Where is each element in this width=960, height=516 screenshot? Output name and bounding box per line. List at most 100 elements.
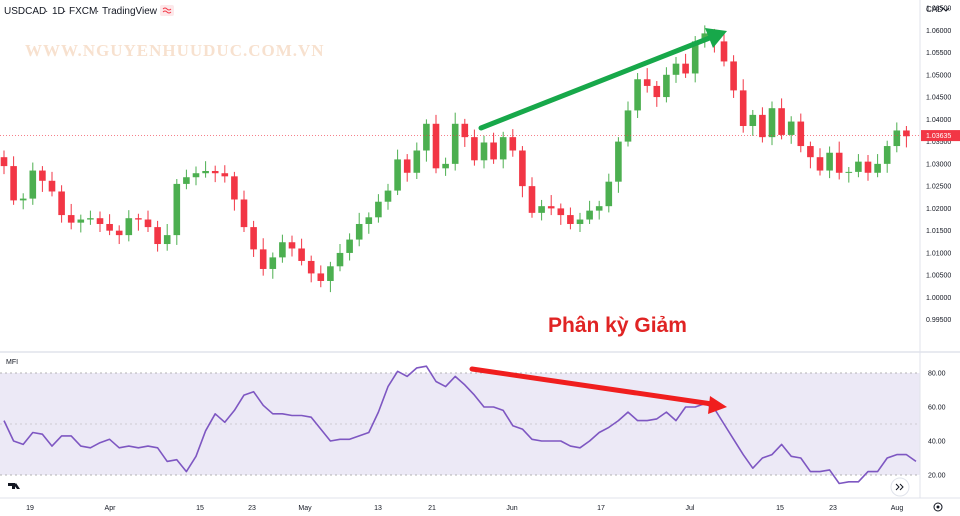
candle xyxy=(48,171,56,197)
candle xyxy=(567,207,574,230)
candle xyxy=(259,238,267,276)
price-tick-label: 1.02500 xyxy=(926,184,951,191)
chevron-right-icon xyxy=(895,483,904,491)
candle-body xyxy=(691,41,699,74)
candle xyxy=(509,129,517,157)
candle xyxy=(442,157,449,176)
candle xyxy=(432,114,440,174)
symbol-label[interactable]: USDCAD xyxy=(4,6,46,17)
candle xyxy=(682,53,689,78)
candle-body xyxy=(749,114,757,127)
candle-body xyxy=(682,63,689,74)
candle-body xyxy=(106,223,113,231)
candle-body xyxy=(163,235,171,245)
candle xyxy=(643,68,651,93)
candle xyxy=(663,67,670,103)
current-price-tag: 1.03635 xyxy=(921,130,960,142)
candle-body xyxy=(653,85,661,98)
candle xyxy=(221,165,229,183)
candle xyxy=(231,171,238,211)
candle-body xyxy=(125,218,133,236)
candle-body xyxy=(730,61,737,91)
currency-selector[interactable]: CAD xyxy=(926,5,950,14)
candle-body xyxy=(576,219,584,224)
candle xyxy=(855,154,862,178)
price-tick-label: 1.05500 xyxy=(926,50,951,57)
time-tick-label: Apr xyxy=(105,505,117,512)
gear-icon[interactable] xyxy=(933,502,943,512)
candle xyxy=(135,213,142,231)
candle xyxy=(96,211,104,233)
candle xyxy=(730,55,737,98)
candle-body xyxy=(336,252,344,267)
candle xyxy=(797,113,805,153)
svg-text:1.03635: 1.03635 xyxy=(926,133,951,140)
indicator-label[interactable]: MFI xyxy=(6,359,18,366)
candle-body xyxy=(279,242,286,258)
candle xyxy=(403,154,411,182)
candle-body xyxy=(221,173,229,177)
candle-body xyxy=(547,206,555,209)
candle xyxy=(115,225,123,245)
time-tick-label: Aug xyxy=(891,505,904,512)
candle-body xyxy=(672,63,680,75)
candle xyxy=(461,118,469,147)
candle-body xyxy=(874,163,881,173)
candle-body xyxy=(48,180,56,192)
interval-label[interactable]: 1D xyxy=(52,6,65,17)
candle-body xyxy=(845,171,853,173)
tradingview-logo[interactable] xyxy=(8,483,20,489)
candle xyxy=(298,238,305,266)
candle xyxy=(87,210,94,225)
candle-body xyxy=(759,114,766,138)
candle xyxy=(106,214,113,236)
replay-icon[interactable] xyxy=(160,5,174,16)
time-tick-label: Jun xyxy=(506,505,517,512)
candle xyxy=(576,212,584,233)
price-tick-label: 1.01000 xyxy=(926,250,951,257)
candle-body xyxy=(403,159,411,173)
candle-body xyxy=(317,273,325,281)
price-tick-label: 1.06500 xyxy=(926,6,951,13)
candle xyxy=(10,156,17,205)
header-separator: · xyxy=(63,6,66,17)
candle-body xyxy=(499,137,507,160)
candle xyxy=(288,235,296,257)
candle-body xyxy=(624,110,632,142)
price-tick-label: 1.01500 xyxy=(926,228,951,235)
time-tick-label: 21 xyxy=(428,505,436,512)
candle xyxy=(202,161,209,178)
candle xyxy=(336,244,344,272)
candle xyxy=(816,148,824,176)
candle-body xyxy=(816,157,824,171)
candle xyxy=(615,137,622,193)
candle-body xyxy=(135,218,142,220)
time-tick-label: 13 xyxy=(374,505,382,512)
candle xyxy=(807,141,814,169)
candlestick-series xyxy=(0,25,920,293)
candle-body xyxy=(903,130,910,137)
scroll-to-realtime-button[interactable] xyxy=(890,477,910,497)
candle-body xyxy=(240,199,248,228)
candle xyxy=(528,177,536,218)
candle xyxy=(739,79,747,133)
candle-body xyxy=(787,121,795,135)
candle xyxy=(787,116,795,144)
candle xyxy=(893,122,901,153)
candle xyxy=(826,146,833,179)
price-tick-label: 1.04500 xyxy=(926,95,951,102)
candle xyxy=(471,129,478,166)
price-tick-label: 1.00500 xyxy=(926,273,951,280)
price-tick-label: 0.99500 xyxy=(926,317,951,324)
candle xyxy=(903,126,910,148)
candle-body xyxy=(269,257,277,269)
candle xyxy=(183,169,190,190)
candle xyxy=(595,200,603,220)
candle-body xyxy=(346,239,353,253)
mfi-tick-label: 40.00 xyxy=(928,439,946,446)
candle-body xyxy=(739,90,747,127)
candle-body xyxy=(720,41,728,62)
candle xyxy=(759,107,766,143)
candle-body xyxy=(615,141,622,182)
